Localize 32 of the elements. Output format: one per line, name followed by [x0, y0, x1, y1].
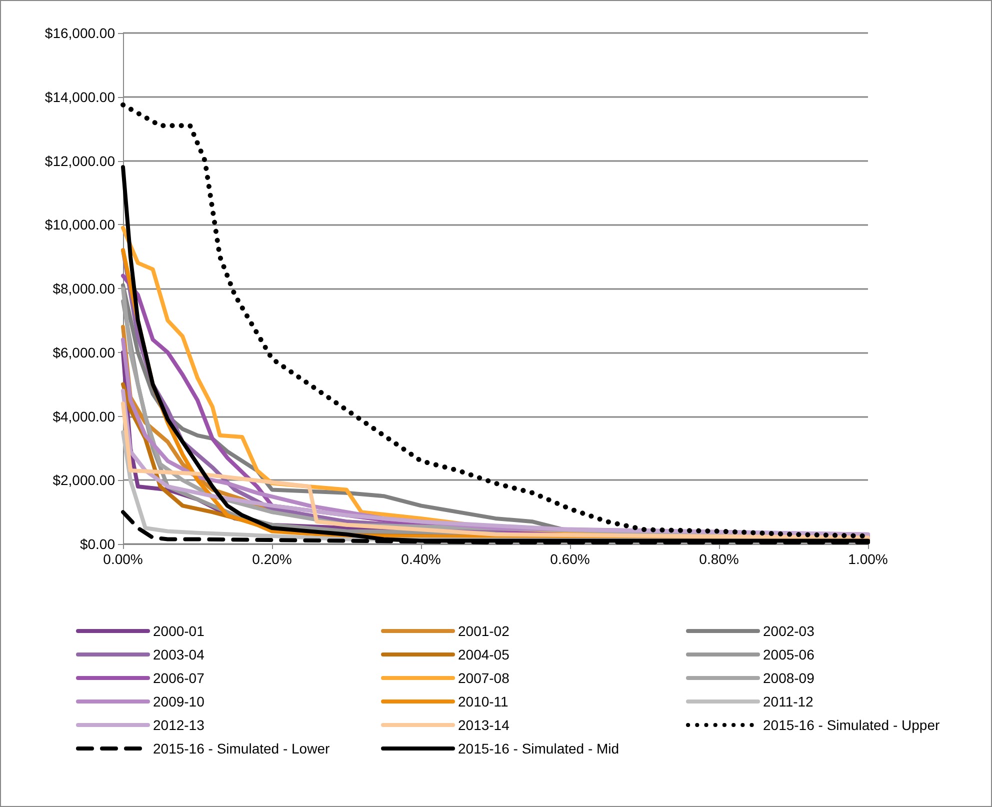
y-tick-label: $12,000.00 — [44, 152, 116, 169]
x-tick-label: 0.40% — [401, 551, 441, 567]
y-tick-label: $6,000.00 — [52, 344, 116, 360]
y-tick-label: $14,000.00 — [44, 88, 116, 105]
legend-label: 2003-04 — [153, 646, 205, 662]
x-tick-label: 0.00% — [103, 551, 143, 567]
y-tick-label: $4,000.00 — [52, 408, 116, 424]
legend-label: 2005-06 — [763, 646, 815, 662]
legend-label: 2015-16 - Simulated - Mid — [458, 740, 620, 756]
y-tick-label: $2,000.00 — [52, 472, 116, 488]
legend-label: 2001-02 — [458, 623, 510, 639]
x-tick-label: 0.20% — [252, 551, 292, 567]
legend-label: 2015-16 - Simulated - Lower — [153, 740, 330, 756]
y-tick-label: $8,000.00 — [52, 280, 116, 296]
legend-label: 2010-11 — [458, 694, 509, 710]
y-tick-label: $16,000.00 — [44, 25, 116, 41]
legend-label: 2013-14 — [458, 717, 510, 733]
legend-label: 2012-13 — [153, 717, 205, 733]
x-tick-label: 0.60% — [550, 551, 590, 567]
legend-label: 2015-16 - Simulated - Upper — [763, 717, 940, 733]
legend-label: 2008-09 — [763, 670, 815, 686]
legend-label: 2011-12 — [763, 694, 814, 710]
legend-label: 2007-08 — [458, 670, 510, 686]
y-tick-label: $0.00 — [80, 536, 116, 552]
legend-label: 2000-01 — [153, 623, 205, 639]
legend-label: 2006-07 — [153, 670, 205, 686]
x-tick-label: 1.00% — [848, 551, 888, 567]
legend-label: 2009-10 — [153, 694, 205, 710]
y-tick-label: $10,000.00 — [44, 216, 116, 233]
x-tick-label: 0.80% — [699, 551, 739, 567]
legend-label: 2004-05 — [458, 646, 510, 662]
legend-label: 2002-03 — [763, 623, 815, 639]
